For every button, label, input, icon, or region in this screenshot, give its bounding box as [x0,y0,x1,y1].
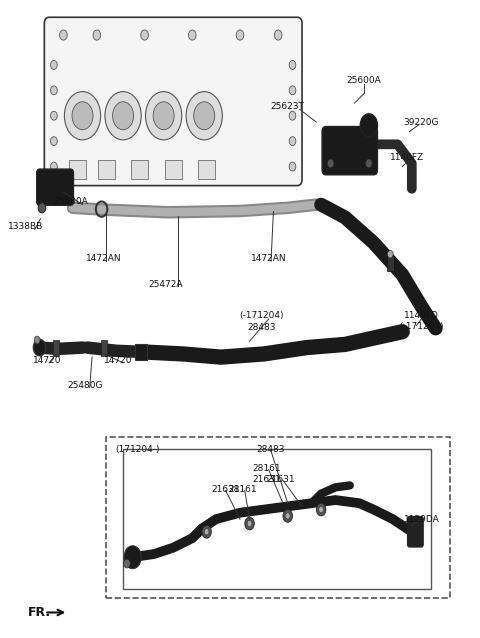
FancyBboxPatch shape [36,169,73,205]
Text: 14720: 14720 [104,356,132,365]
Bar [98,160,115,179]
Text: 1129DA: 1129DA [404,515,439,524]
Text: 28483: 28483 [247,323,276,332]
Bar [107,436,450,598]
Circle shape [204,529,209,535]
Text: 28161: 28161 [252,464,280,473]
Text: 1472AN: 1472AN [251,254,287,263]
Circle shape [50,111,57,120]
Circle shape [186,92,222,140]
Circle shape [275,30,282,40]
Circle shape [105,92,141,140]
Text: 25500A: 25500A [53,197,88,206]
Bar [198,160,215,179]
Text: 1338BB: 1338BB [8,223,43,232]
Circle shape [365,159,372,168]
Text: 21631: 21631 [266,475,295,484]
Circle shape [93,30,101,40]
Bar [53,340,59,356]
Text: 39220G: 39220G [404,117,439,126]
Bar [69,160,86,179]
Text: (-171204): (-171204) [239,311,284,320]
Bar [101,340,107,356]
Circle shape [189,30,196,40]
Circle shape [360,114,377,137]
Circle shape [289,162,296,171]
Circle shape [50,86,57,95]
Circle shape [72,101,93,130]
Circle shape [194,101,215,130]
Circle shape [289,137,296,145]
Text: (-171204): (-171204) [399,322,444,331]
FancyBboxPatch shape [322,126,377,175]
Text: 25623T: 25623T [271,101,305,111]
Circle shape [245,517,254,530]
Circle shape [113,101,133,130]
Circle shape [124,545,141,568]
Circle shape [50,61,57,70]
Circle shape [141,30,148,40]
Circle shape [289,61,296,70]
FancyBboxPatch shape [44,17,302,186]
Circle shape [123,559,130,568]
Text: 14720: 14720 [33,356,61,365]
Circle shape [387,250,393,258]
Text: 1140FZ: 1140FZ [390,152,424,161]
FancyBboxPatch shape [408,517,423,547]
Bar [165,160,182,179]
Circle shape [289,111,296,120]
Circle shape [327,159,334,168]
Circle shape [145,92,182,140]
Text: FR.: FR. [28,606,51,619]
Bar [131,160,148,179]
Text: 28483: 28483 [257,445,285,454]
Circle shape [289,86,296,95]
Text: 21631: 21631 [211,485,240,494]
Bar [135,345,147,360]
Circle shape [34,339,46,356]
Text: 1472AN: 1472AN [86,254,122,263]
Text: 28161: 28161 [228,485,257,494]
Circle shape [285,513,290,519]
Circle shape [319,507,324,513]
Bar [123,449,431,589]
Circle shape [202,526,211,538]
Text: 1140FD: 1140FD [404,311,439,320]
Text: 25480G: 25480G [67,381,103,390]
Bar [386,256,394,271]
Circle shape [50,162,57,171]
Circle shape [34,336,40,344]
Text: 25472A: 25472A [149,279,183,288]
Text: 21631: 21631 [252,475,280,484]
Circle shape [60,30,67,40]
Circle shape [153,101,174,130]
Circle shape [247,521,252,527]
Circle shape [283,510,292,523]
Circle shape [64,92,101,140]
Text: (171204-): (171204-) [115,445,160,454]
Circle shape [236,30,244,40]
Circle shape [316,503,326,516]
Text: 25600A: 25600A [347,77,382,85]
Circle shape [50,137,57,145]
Circle shape [38,203,46,213]
